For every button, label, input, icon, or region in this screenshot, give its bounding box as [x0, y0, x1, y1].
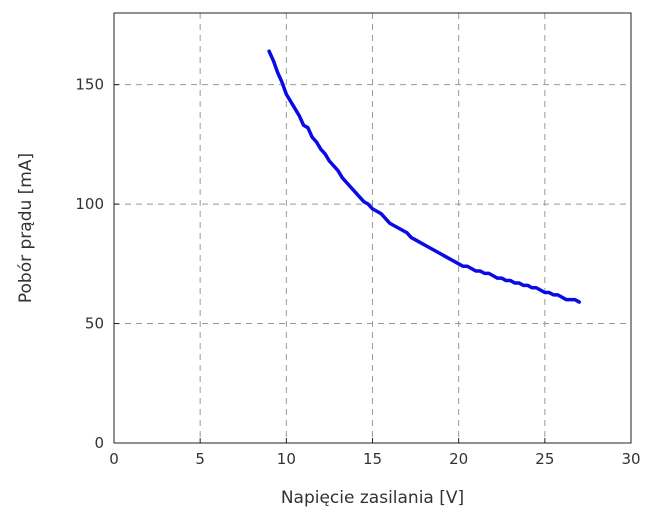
- x-tick-label: 0: [109, 450, 119, 468]
- series-line: [267, 49, 582, 304]
- y-tick-label: 0: [94, 434, 104, 452]
- x-axis-title: Napięcie zasilania [V]: [281, 488, 464, 508]
- x-tick-label: 25: [535, 450, 554, 468]
- x-tick-label: 10: [277, 450, 296, 468]
- y-axis-ticks: 0 50 100 150: [75, 76, 119, 452]
- y-tick-label: 150: [75, 76, 104, 94]
- y-axis-title: Pobór prądu [mA]: [16, 153, 36, 303]
- y-tick-label: 100: [75, 195, 104, 213]
- grid: [114, 13, 631, 443]
- x-axis-ticks: 0 5 10 15 20 25 30: [109, 438, 641, 468]
- y-tick-label: 50: [85, 315, 104, 333]
- x-tick-label: 15: [363, 450, 382, 468]
- x-tick-label: 30: [621, 450, 640, 468]
- series-group: [267, 49, 582, 304]
- x-tick-label: 5: [195, 450, 205, 468]
- x-tick-label: 20: [449, 450, 468, 468]
